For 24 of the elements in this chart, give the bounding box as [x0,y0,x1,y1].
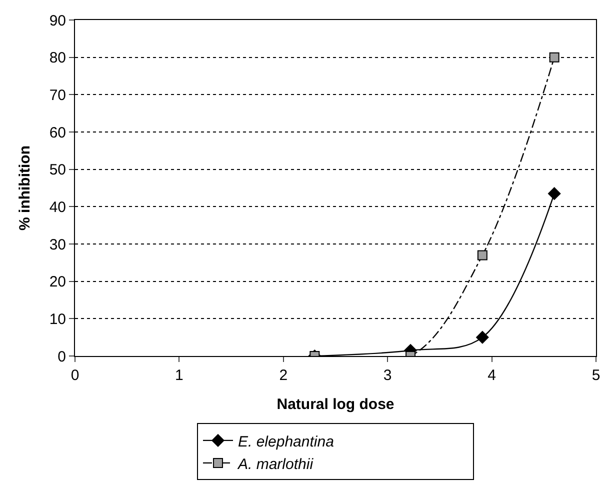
y-tick-label: 70 [49,86,66,104]
x-tick-label: 5 [592,367,600,384]
legend-label: A. marlothii [237,456,314,473]
y-tick-label: 40 [49,198,66,216]
y-tick-label: 90 [49,12,66,30]
y-tick-label: 20 [49,274,66,291]
x-axis-title: Natural log dose [276,396,394,413]
y-tick-label: 50 [49,162,66,179]
y-tick-label: 10 [49,310,66,328]
y-tick-label: 60 [49,124,66,142]
x-tick-label: 2 [279,367,288,384]
point [548,187,561,200]
y-axis-title: % inhibition [16,146,34,230]
legend-label: E. elephantina [238,433,334,450]
point [476,330,489,344]
y-tick-label: 30 [49,236,66,254]
x-tick-label: 3 [383,367,392,384]
point [549,52,560,62]
x-tick-label: 0 [70,367,80,384]
y-tick-label: 80 [49,50,66,67]
y-tick-label: 0 [58,348,66,366]
point [477,250,488,260]
x-tick-label: 1 [175,367,184,384]
x-tick-label: 4 [488,367,496,384]
